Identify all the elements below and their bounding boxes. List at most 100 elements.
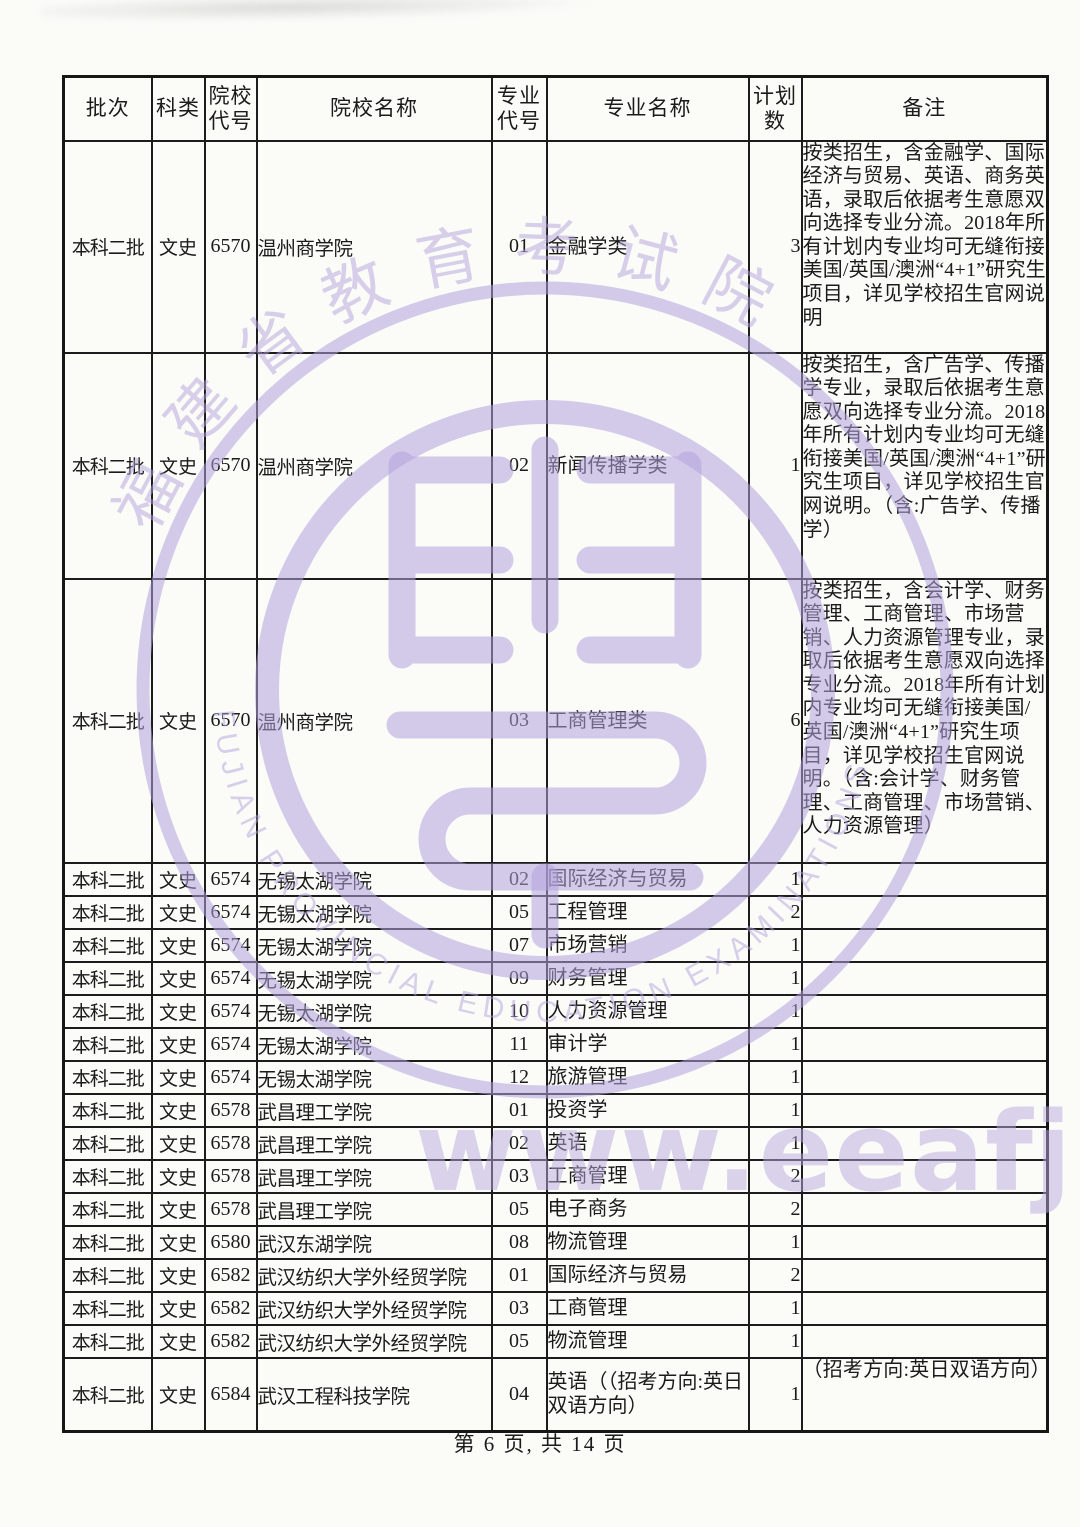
cell-plan-count: 3 (747, 139, 803, 354)
cell-batch: 本科二批 (62, 139, 153, 354)
cell-school-code: 6574 (203, 861, 258, 897)
table-row: 本科二批 文史 6570 温州商学院 01 金融学类 3 按类招生，含金融学、国际经济与贸易、… (62, 139, 1049, 354)
cell-school-code: 6578 (203, 1158, 258, 1194)
cell-plan-count: 6 (747, 577, 803, 864)
cell-note (800, 1224, 1049, 1260)
cell-major-code: 05 (490, 1191, 548, 1227)
cell-note (800, 1323, 1049, 1359)
cell-school-name: 武昌理工学院 (255, 1191, 493, 1227)
cell-batch: 本科二批 (62, 577, 153, 864)
cell-batch: 本科二批 (62, 1059, 153, 1095)
table-row: 本科二批 文史 6574 无锡太湖学院 02 国际经济与贸易 1 (62, 861, 1049, 897)
cell-major-name: 工商管理 (545, 1290, 750, 1326)
table-row: 本科二批 文史 6574 无锡太湖学院 10 人力资源管理 1 (62, 993, 1049, 1029)
cell-note (800, 927, 1049, 963)
cell-major-name: 审计学 (545, 1026, 750, 1062)
cell-batch: 本科二批 (62, 1224, 153, 1260)
cell-school-name: 武昌理工学院 (255, 1158, 493, 1194)
cell-school-name: 武汉纺织大学外经贸学院 (255, 1323, 493, 1359)
cell-school-code: 6584 (203, 1356, 258, 1433)
cell-note (800, 861, 1049, 897)
cell-category: 文史 (150, 1323, 206, 1359)
cell-category: 文史 (150, 1026, 206, 1062)
cell-school-name: 无锡太湖学院 (255, 927, 493, 963)
cell-major-code: 01 (490, 1257, 548, 1293)
table-row: 本科二批 文史 6574 无锡太湖学院 12 旅游管理 1 (62, 1059, 1049, 1095)
cell-major-code: 11 (490, 1026, 548, 1062)
cell-batch: 本科二批 (62, 960, 153, 996)
cell-major-code: 01 (490, 1092, 548, 1128)
cell-school-code: 6574 (203, 993, 258, 1029)
table-row: 本科二批 文史 6578 武昌理工学院 02 英语 1 (62, 1125, 1049, 1161)
plan-table: 批次 科类 院校 代号 院校名称 专业 代号 专业名称 计划 数备注 本科二批 文史 6570 温… (62, 75, 1049, 1433)
cell-major-code: 02 (490, 861, 548, 897)
cell-school-code: 6574 (203, 894, 258, 930)
cell-major-name: 国际经济与贸易 (545, 1257, 750, 1293)
cell-batch: 本科二批 (62, 861, 153, 897)
cell-note (800, 1290, 1049, 1326)
cell-school-name: 无锡太湖学院 (255, 1026, 493, 1062)
cell-batch: 本科二批 (62, 351, 153, 580)
cell-major-code: 03 (490, 1158, 548, 1194)
cell-school-name: 无锡太湖学院 (255, 1059, 493, 1095)
cell-major-code: 04 (490, 1356, 548, 1433)
cell-plan-count: 1 (747, 960, 803, 996)
table-row: 本科二批 文史 6578 武昌理工学院 05 电子商务 2 (62, 1191, 1049, 1227)
cell-plan-count: 1 (747, 1125, 803, 1161)
cell-school-code: 6570 (203, 351, 258, 580)
cell-school-name: 武汉东湖学院 (255, 1224, 493, 1260)
cell-plan-count: 1 (747, 1356, 803, 1433)
cell-plan-count: 2 (747, 1191, 803, 1227)
cell-note: 按类招生，含金融学、国际经济与贸易、英语、商务英语，录取后依据考生意愿双向选择专… (800, 139, 1049, 354)
cell-major-code: 03 (490, 1290, 548, 1326)
header-cell-school-code: 院校 代号 (203, 75, 258, 142)
cell-note: 按类招生，含会计学、财务管理、工商管理、市场营销、人力资源管理专业，录取后依据考… (800, 577, 1049, 864)
table-body: 本科二批 文史 6570 温州商学院 01 金融学类 3 按类招生，含金融学、国际经济与贸易、… (62, 139, 1049, 1433)
cell-category: 文史 (150, 1356, 206, 1433)
cell-note (800, 1125, 1049, 1161)
cell-major-code: 12 (490, 1059, 548, 1095)
cell-plan-count: 1 (747, 1290, 803, 1326)
cell-school-code: 6574 (203, 1059, 258, 1095)
cell-plan-count: 1 (747, 993, 803, 1029)
cell-school-code: 6582 (203, 1290, 258, 1326)
cell-note (800, 993, 1049, 1029)
cell-school-code: 6570 (203, 577, 258, 864)
cell-major-code: 08 (490, 1224, 548, 1260)
cell-plan-count: 2 (747, 1257, 803, 1293)
cell-category: 文史 (150, 1290, 206, 1326)
table-row: 本科二批 文史 6584 武汉工程科技学院 04 英语（（招考方向:英日双语方向） 1 （招考… (62, 1356, 1049, 1433)
cell-batch: 本科二批 (62, 1290, 153, 1326)
cell-batch: 本科二批 (62, 993, 153, 1029)
cell-major-code: 05 (490, 894, 548, 930)
cell-category: 文史 (150, 351, 206, 580)
cell-category: 文史 (150, 927, 206, 963)
cell-school-code: 6574 (203, 960, 258, 996)
cell-school-name: 温州商学院 (255, 351, 493, 580)
header-cell-school-name: 院校名称 (255, 75, 493, 142)
cell-plan-count: 1 (747, 927, 803, 963)
cell-major-name: 物流管理 (545, 1323, 750, 1359)
cell-school-name: 武昌理工学院 (255, 1125, 493, 1161)
cell-major-code: 03 (490, 577, 548, 864)
cell-school-name: 武汉工程科技学院 (255, 1356, 493, 1433)
cell-note (800, 1257, 1049, 1293)
cell-note (800, 960, 1049, 996)
cell-major-name: 投资学 (545, 1092, 750, 1128)
header-cell-major-name: 专业名称 (545, 75, 750, 142)
cell-plan-count: 1 (747, 861, 803, 897)
cell-school-name: 无锡太湖学院 (255, 960, 493, 996)
cell-note (800, 1092, 1049, 1128)
cell-school-code: 6578 (203, 1191, 258, 1227)
table-row: 本科二批 文史 6578 武昌理工学院 01 投资学 1 (62, 1092, 1049, 1128)
table-row: 本科二批 文史 6580 武汉东湖学院 08 物流管理 1 (62, 1224, 1049, 1260)
cell-category: 文史 (150, 1158, 206, 1194)
cell-major-name: 财务管理 (545, 960, 750, 996)
scan-smudge (39, 0, 601, 25)
cell-category: 文史 (150, 1059, 206, 1095)
cell-note (800, 1026, 1049, 1062)
cell-plan-count: 1 (747, 351, 803, 580)
cell-school-name: 武汉纺织大学外经贸学院 (255, 1257, 493, 1293)
cell-note: （招考方向:英日双语方向） (800, 1356, 1049, 1433)
